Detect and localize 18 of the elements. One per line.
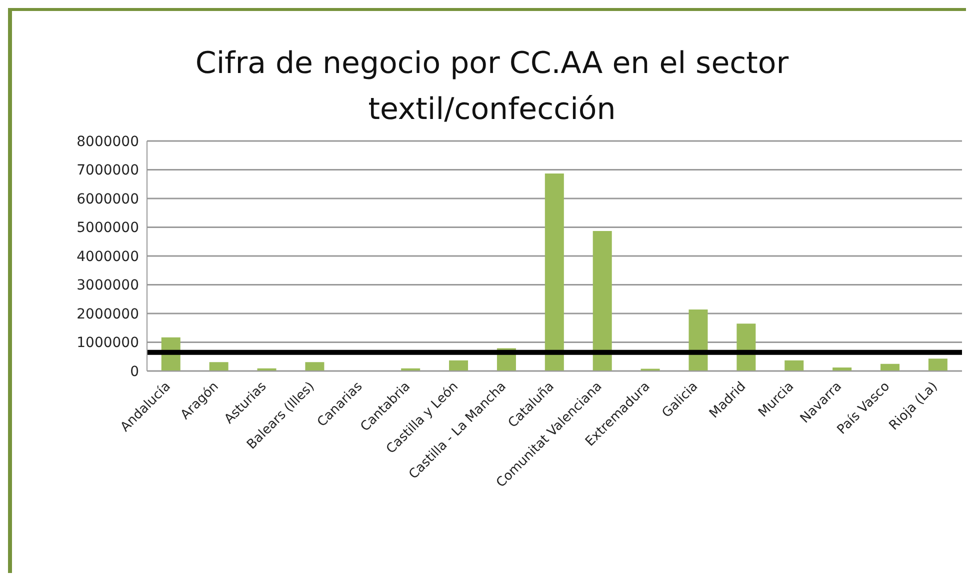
bar [449,360,468,371]
y-tick-label: 1000000 [76,335,139,352]
y-tick-label: 7000000 [76,162,139,179]
y-tick-label: 2000000 [76,306,139,322]
y-tick-label: 4000000 [76,248,139,265]
y-tick-label: 6000000 [76,191,139,208]
y-tick-label: 5000000 [76,220,139,236]
y-tick-label: 8000000 [76,134,139,150]
bar [544,173,564,371]
bar [928,358,948,371]
bar [209,362,228,371]
bar [784,360,804,371]
y-tick-label: 3000000 [76,278,139,294]
bar [592,230,612,371]
y-tick-label: 0 [130,364,139,380]
bar [305,362,324,371]
chart-title: Cifra de negocio por CC.AA en el sector textil/confección [194,45,790,129]
bar [880,364,900,371]
